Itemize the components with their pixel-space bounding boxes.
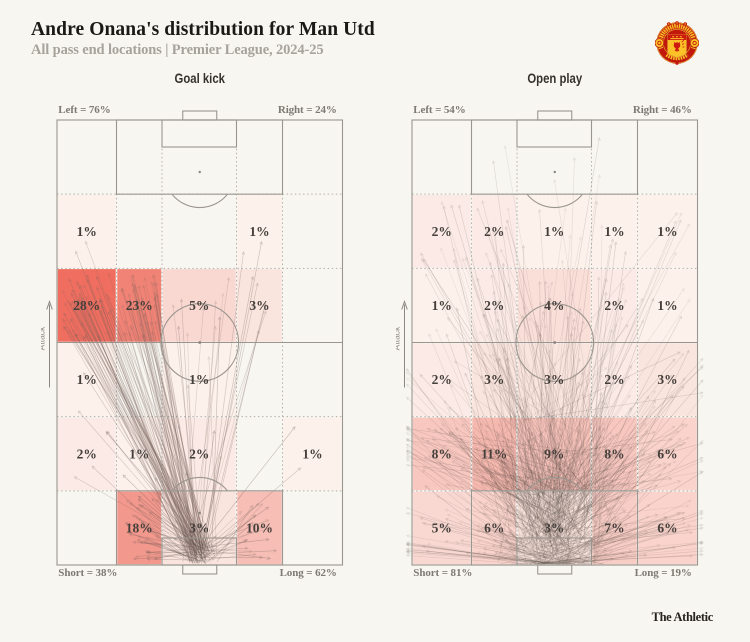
svg-text:2%: 2% bbox=[484, 224, 504, 239]
svg-text:1%: 1% bbox=[657, 224, 677, 239]
svg-text:9%: 9% bbox=[544, 446, 564, 461]
svg-text:1%: 1% bbox=[76, 224, 96, 239]
svg-text:3%: 3% bbox=[657, 372, 677, 387]
svg-text:Attack: Attack bbox=[396, 326, 402, 350]
svg-text:11%: 11% bbox=[481, 446, 507, 461]
svg-text:3%: 3% bbox=[189, 521, 209, 536]
svg-text:4%: 4% bbox=[544, 298, 564, 313]
svg-text:2%: 2% bbox=[604, 372, 624, 387]
svg-text:18%: 18% bbox=[125, 521, 152, 536]
svg-text:1%: 1% bbox=[249, 224, 269, 239]
svg-text:Attack: Attack bbox=[41, 326, 47, 350]
svg-text:3%: 3% bbox=[544, 521, 564, 536]
svg-text:3%: 3% bbox=[249, 298, 269, 313]
svg-text:2%: 2% bbox=[431, 372, 451, 387]
svg-text:1%: 1% bbox=[604, 224, 624, 239]
svg-text:1%: 1% bbox=[657, 298, 677, 313]
svg-text:2%: 2% bbox=[189, 446, 209, 461]
svg-text:1%: 1% bbox=[129, 446, 149, 461]
svg-text:5%: 5% bbox=[431, 521, 451, 536]
svg-text:1%: 1% bbox=[76, 372, 96, 387]
svg-text:8%: 8% bbox=[604, 446, 624, 461]
svg-text:2%: 2% bbox=[604, 298, 624, 313]
svg-text:2%: 2% bbox=[484, 298, 504, 313]
svg-text:10%: 10% bbox=[246, 521, 273, 536]
svg-text:3%: 3% bbox=[484, 372, 504, 387]
svg-text:28%: 28% bbox=[73, 298, 100, 313]
svg-text:6%: 6% bbox=[657, 446, 677, 461]
svg-text:23%: 23% bbox=[125, 298, 152, 313]
svg-text:2%: 2% bbox=[76, 446, 96, 461]
svg-text:3%: 3% bbox=[544, 372, 564, 387]
svg-text:8%: 8% bbox=[431, 446, 451, 461]
svg-text:6%: 6% bbox=[484, 521, 504, 536]
svg-text:5%: 5% bbox=[189, 298, 209, 313]
svg-text:7%: 7% bbox=[604, 521, 624, 536]
svg-text:1%: 1% bbox=[189, 372, 209, 387]
svg-text:1%: 1% bbox=[431, 298, 451, 313]
svg-text:6%: 6% bbox=[657, 521, 677, 536]
svg-text:1%: 1% bbox=[302, 446, 322, 461]
svg-text:2%: 2% bbox=[431, 224, 451, 239]
svg-text:1%: 1% bbox=[544, 224, 564, 239]
